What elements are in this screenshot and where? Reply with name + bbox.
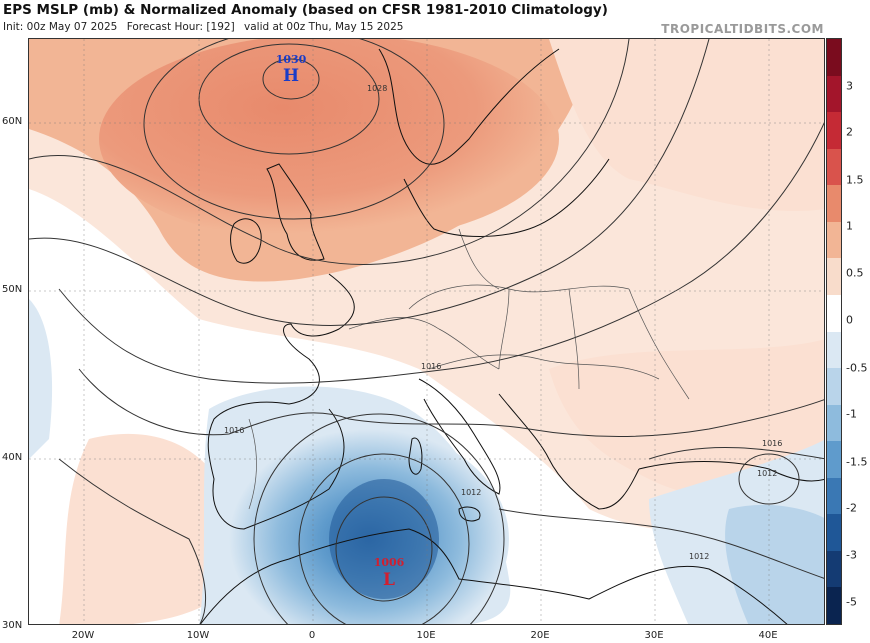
colorbar-label: 1.5 <box>846 173 864 187</box>
isobars <box>29 39 824 624</box>
isobar-label: 1028 <box>367 84 387 93</box>
lon-label: 40E <box>758 630 778 641</box>
west-cool-anomaly <box>29 299 53 459</box>
isobar-label: 1012 <box>689 552 709 561</box>
colorbar-label: 0.5 <box>846 266 864 280</box>
high-pressure-letter: H <box>283 66 299 86</box>
colorbar-swatch <box>827 514 841 551</box>
lat-label: 30N <box>2 620 23 631</box>
colorbar-swatch <box>827 185 841 222</box>
low-pressure-value: 1006 <box>374 556 405 569</box>
colorbar-swatch <box>827 441 841 478</box>
colorbar-label: 2 <box>846 125 853 139</box>
lon-label: 30E <box>644 630 664 641</box>
init-time: Init: 00z May 07 2025 <box>3 21 118 33</box>
isobar-label: 1012 <box>461 488 481 497</box>
colorbar-label: 3 <box>846 79 853 93</box>
colorbar-swatch <box>827 404 841 442</box>
colorbar-label: 1 <box>846 219 853 233</box>
isobar-label: 1012 <box>757 469 777 478</box>
brand-watermark: TROPICALTIDBITS.COM <box>661 22 824 36</box>
isobar-label: 1016 <box>762 439 782 448</box>
lon-label: 20E <box>530 630 550 641</box>
colorbar-swatch <box>827 550 841 588</box>
isobar-label: 1016 <box>224 426 244 435</box>
colorbar-swatch <box>827 477 841 515</box>
low-center: 1006 L <box>374 556 405 590</box>
colorbar-swatch <box>827 148 841 186</box>
low-anomaly-center <box>329 479 439 599</box>
valid-time: valid at 00z Thu, May 15 2025 <box>244 21 404 33</box>
colorbar-label: -3 <box>846 548 857 562</box>
colorbar-swatch <box>827 112 841 149</box>
high-anomaly-core <box>99 39 559 244</box>
lat-label: 40N <box>2 452 23 463</box>
low-pressure-letter: L <box>383 570 395 590</box>
colorbar-swatch <box>827 587 841 624</box>
colorbar-swatch <box>827 39 841 76</box>
colorbar-swatch <box>827 331 841 369</box>
colorbar <box>826 38 842 625</box>
lon-label: 0 <box>308 630 316 641</box>
colorbar-swatch <box>827 221 841 259</box>
high-center: 1030 H <box>276 53 307 86</box>
high-pressure-value: 1030 <box>276 53 307 66</box>
coastlines <box>199 48 824 624</box>
colorbar-swatch <box>827 368 841 405</box>
colorbar-swatch <box>827 75 841 113</box>
colorbar-label: -2 <box>846 501 857 515</box>
colorbar-label: -1.5 <box>846 455 868 469</box>
map-svg: 1016 1016 1012 1016 1012 1012 1028 1030 … <box>29 39 824 624</box>
lon-label: 20W <box>71 630 95 641</box>
forecast-hour: Forecast Hour: [192] <box>126 21 235 33</box>
colorbar-swatch <box>827 258 841 295</box>
colorbar-label: -5 <box>846 595 857 609</box>
lon-label: 10E <box>416 630 436 641</box>
lon-label: 10W <box>186 630 210 641</box>
colorbar-label: 0 <box>846 313 853 327</box>
ne-warm-anomaly <box>549 39 824 212</box>
colorbar-swatch <box>827 294 841 332</box>
colorbar-label: -1 <box>846 407 857 421</box>
colorbar-label: -0.5 <box>846 361 868 375</box>
lat-label: 60N <box>2 116 23 127</box>
borders <box>248 228 690 510</box>
map-panel: 1016 1016 1012 1016 1012 1012 1028 1030 … <box>28 38 825 625</box>
subtitle: Init: 00z May 07 2025 Forecast Hour: [19… <box>3 21 409 33</box>
chart-title: EPS MSLP (mb) & Normalized Anomaly (base… <box>3 2 608 18</box>
isobar-label: 1016 <box>421 362 441 371</box>
sw-warm-anomaly <box>59 433 241 624</box>
lat-label: 50N <box>2 284 23 295</box>
